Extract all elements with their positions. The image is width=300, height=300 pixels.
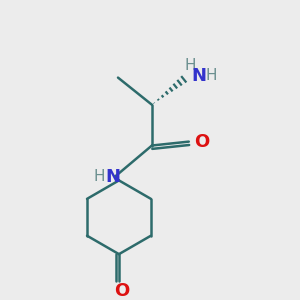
Text: O: O — [194, 133, 209, 151]
Text: H: H — [205, 68, 217, 83]
Text: N: N — [192, 67, 207, 85]
Text: H: H — [94, 169, 105, 184]
Text: H: H — [184, 58, 196, 74]
Text: O: O — [114, 282, 130, 300]
Text: N: N — [105, 167, 120, 185]
